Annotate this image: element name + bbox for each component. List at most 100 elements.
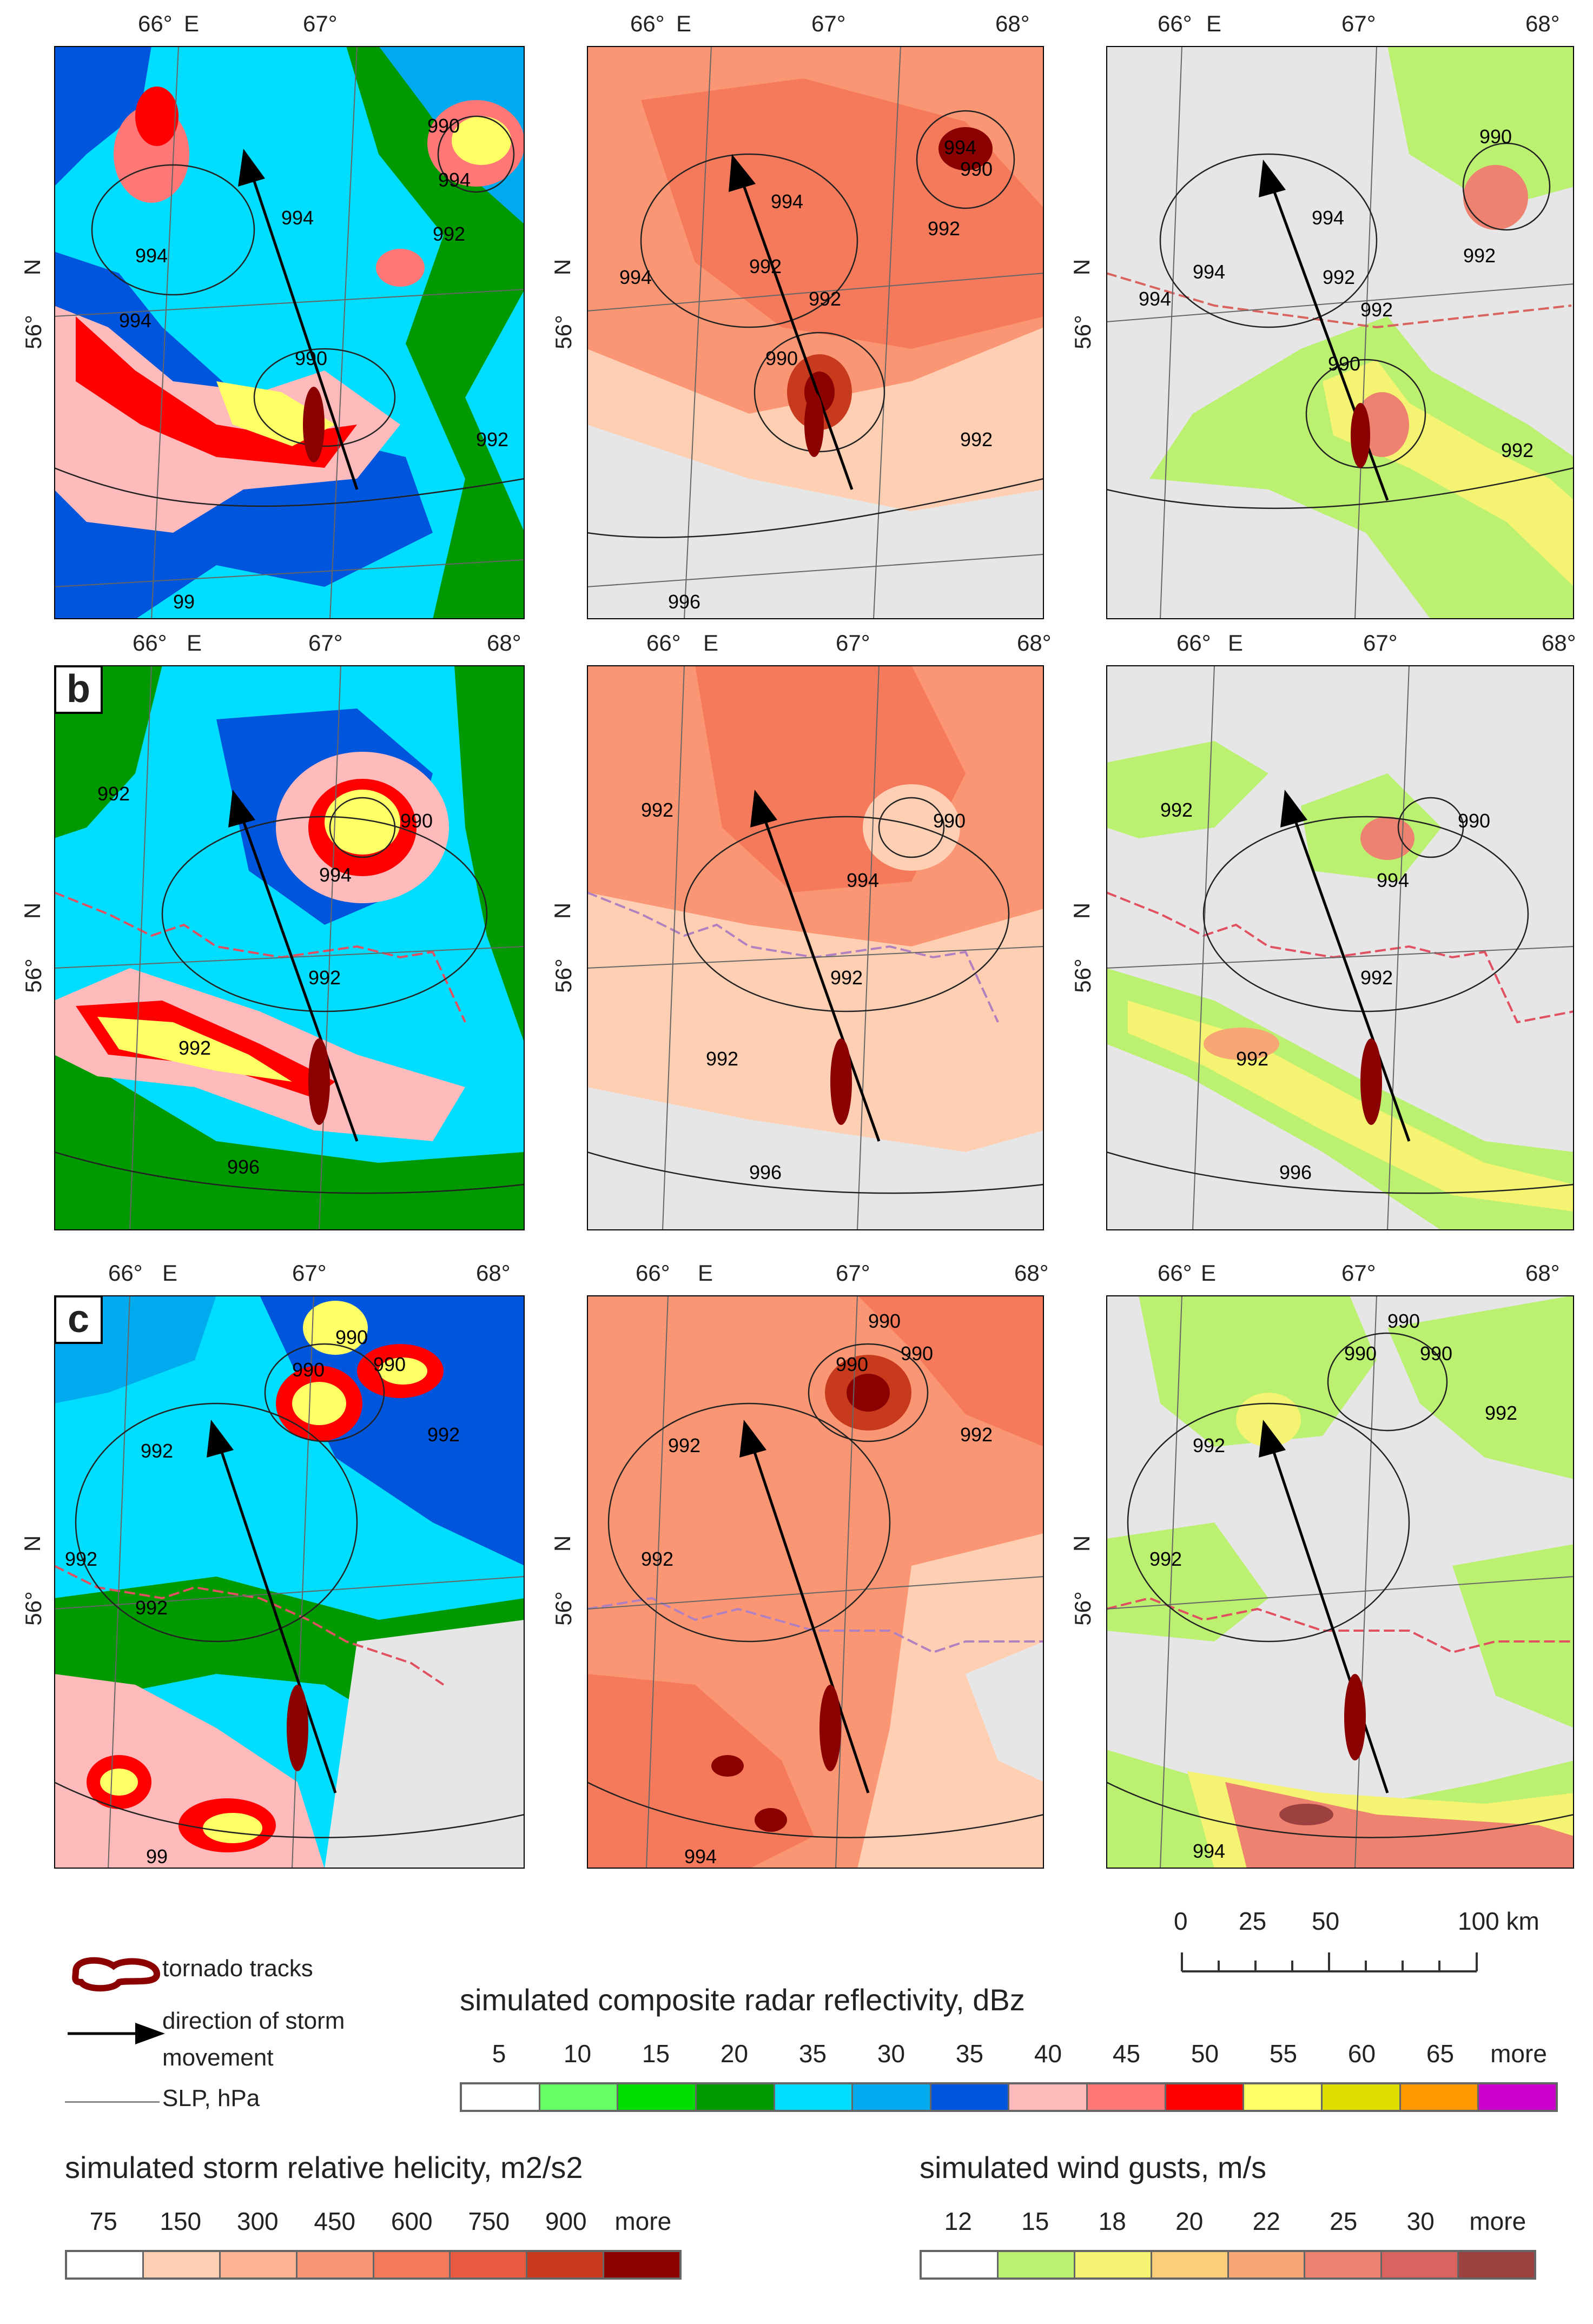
wind-tick-label: 25 <box>1330 2207 1358 2235</box>
helicity-swatch <box>604 2252 679 2277</box>
wind-swatch <box>922 2252 999 2277</box>
helicity-title: simulated storm relative helicity, m2/s2 <box>65 2150 583 2184</box>
reflectivity-tick-label: 45 <box>1112 2040 1141 2068</box>
latitude-letter: N <box>1069 259 1095 276</box>
wind-swatch <box>1228 2252 1306 2277</box>
arrow-icon <box>68 2023 165 2044</box>
wind-swatch <box>998 2252 1075 2277</box>
scale-bar-graphic <box>1181 1952 1478 1972</box>
wind-tick-label: 20 <box>1175 2207 1204 2235</box>
helicity-ticks: 75 150 300 450 600 750 900 more <box>65 2207 682 2236</box>
contour-label: 990 <box>765 347 798 369</box>
latitude-label: 56° <box>550 315 576 349</box>
reflectivity-swatch <box>1244 2084 1323 2110</box>
contour-label: 994 <box>1193 261 1225 283</box>
tornado-track <box>287 1685 308 1771</box>
slp-contours <box>587 110 1044 539</box>
contour-label: 990 <box>1458 810 1490 832</box>
helicity-swatch <box>297 2252 374 2277</box>
longitude-letter: E <box>184 11 200 36</box>
longitude-label: 68° <box>1017 630 1052 656</box>
contour-label: 994 <box>1193 1840 1225 1862</box>
reflectivity-swatch <box>462 2084 540 2110</box>
reflectivity-ticks: 5 10 15 20 35 30 35 40 45 50 55 60 65 more <box>460 2039 1558 2068</box>
contour-label: 994 <box>1377 869 1409 891</box>
longitude-label: 68° <box>1014 1260 1049 1286</box>
longitude-label: 67° <box>811 11 846 36</box>
wind-tick-label: 15 <box>1021 2207 1049 2235</box>
longitude-label: 67° <box>1363 630 1398 656</box>
wind-ticks: 12 15 18 20 22 25 30 more <box>920 2207 1536 2236</box>
contour-label: 994 <box>771 190 803 213</box>
contour-label: 992 <box>135 1597 168 1619</box>
reflectivity-swatch <box>1088 2084 1166 2110</box>
longitude-label: 67° <box>836 630 870 656</box>
longitude-letter: E <box>1201 1260 1217 1286</box>
latitude-label: 56° <box>20 1591 46 1626</box>
longitude-letter: E <box>1206 11 1222 36</box>
reflectivity-map-c: 990 990 990 992 992 992 992 99 <box>54 1295 525 1869</box>
contour-label: 994 <box>1139 288 1171 310</box>
longitude-label: 67° <box>308 630 343 656</box>
panel-reflectivity-b: 992 990 994 992 992 996 b <box>54 665 525 1230</box>
contour-label: 992 <box>65 1548 97 1570</box>
contour-label: 992 <box>641 1548 673 1570</box>
contour-label: 990 <box>295 347 327 369</box>
reflectivity-swatch <box>1323 2084 1401 2110</box>
wind-title: simulated wind gusts, m/s <box>920 2150 1267 2184</box>
reflectivity-swatch <box>1400 2084 1479 2110</box>
contour-label: 992 <box>1501 439 1533 461</box>
longitude-label: 66° <box>133 630 167 656</box>
longitude-label: 68° <box>1525 1260 1560 1286</box>
storm-direction-arrow <box>1267 1435 1389 1793</box>
reflectivity-tick-label: 50 <box>1191 2040 1219 2068</box>
storm-direction-arrow <box>737 170 854 490</box>
contour-label: 992 <box>1360 966 1393 989</box>
contour-label: 990 <box>836 1353 868 1375</box>
contour-label: 992 <box>1193 1434 1225 1456</box>
reflectivity-swatch <box>618 2084 697 2110</box>
helicity-tick-label: 150 <box>160 2207 202 2235</box>
helicity-swatch <box>67 2252 144 2277</box>
reflectivity-swatch <box>696 2084 775 2110</box>
storm-direction-arrow <box>748 1435 870 1793</box>
contour-label: 996 <box>749 1161 782 1183</box>
reflectivity-title: simulated composite radar reflectivity, … <box>460 1983 1025 2017</box>
wind-tick-label: 22 <box>1252 2207 1280 2235</box>
contour-label: 990 <box>1387 1310 1420 1332</box>
longitude-label: 67° <box>1341 11 1376 36</box>
wind-swatch <box>1382 2252 1459 2277</box>
contour-label: 994 <box>847 869 879 891</box>
reflectivity-tick-label: 35 <box>955 2040 984 2068</box>
contour-label: 992 <box>1463 244 1496 267</box>
contour-label: 992 <box>308 966 341 989</box>
contour-label: 992 <box>749 255 782 277</box>
contour-label: 996 <box>1279 1161 1312 1183</box>
contour-label: 99 <box>173 591 195 613</box>
longitude-letter: E <box>703 630 719 656</box>
longitude-letter: E <box>698 1260 713 1286</box>
longitude-label: 67° <box>836 1260 870 1286</box>
slp-contours <box>1106 1332 1574 1838</box>
reflectivity-swatch <box>1166 2084 1245 2110</box>
contour-label: 990 <box>427 115 460 137</box>
reflectivity-swatch <box>1009 2084 1088 2110</box>
slp-contours <box>587 797 1044 1194</box>
longitude-label: 66° <box>1176 630 1211 656</box>
helicity-map-a: 990 994 994 992 992 992 994 990 992 996 <box>587 46 1044 619</box>
legend-tornado-tracks: tornado tracks <box>162 1955 313 1982</box>
longitude-label: 67° <box>303 11 338 36</box>
contour-label: 992 <box>1149 1548 1182 1570</box>
reflectivity-tick-label: more <box>1490 2040 1547 2068</box>
wind-tick-label: 30 <box>1406 2207 1435 2235</box>
tornado-track <box>308 1038 330 1125</box>
contour-label: 990 <box>1479 125 1512 148</box>
longitude-label: 66° <box>108 1260 143 1286</box>
contour-label: 992 <box>706 1048 738 1070</box>
grid-lines <box>54 46 525 619</box>
contour-label: 992 <box>668 1434 700 1456</box>
slp-line-icon <box>65 2101 160 2103</box>
latitude-letter: N <box>1069 1535 1095 1552</box>
longitude-label: 67° <box>292 1260 327 1286</box>
slp-contours <box>1106 797 1574 1194</box>
